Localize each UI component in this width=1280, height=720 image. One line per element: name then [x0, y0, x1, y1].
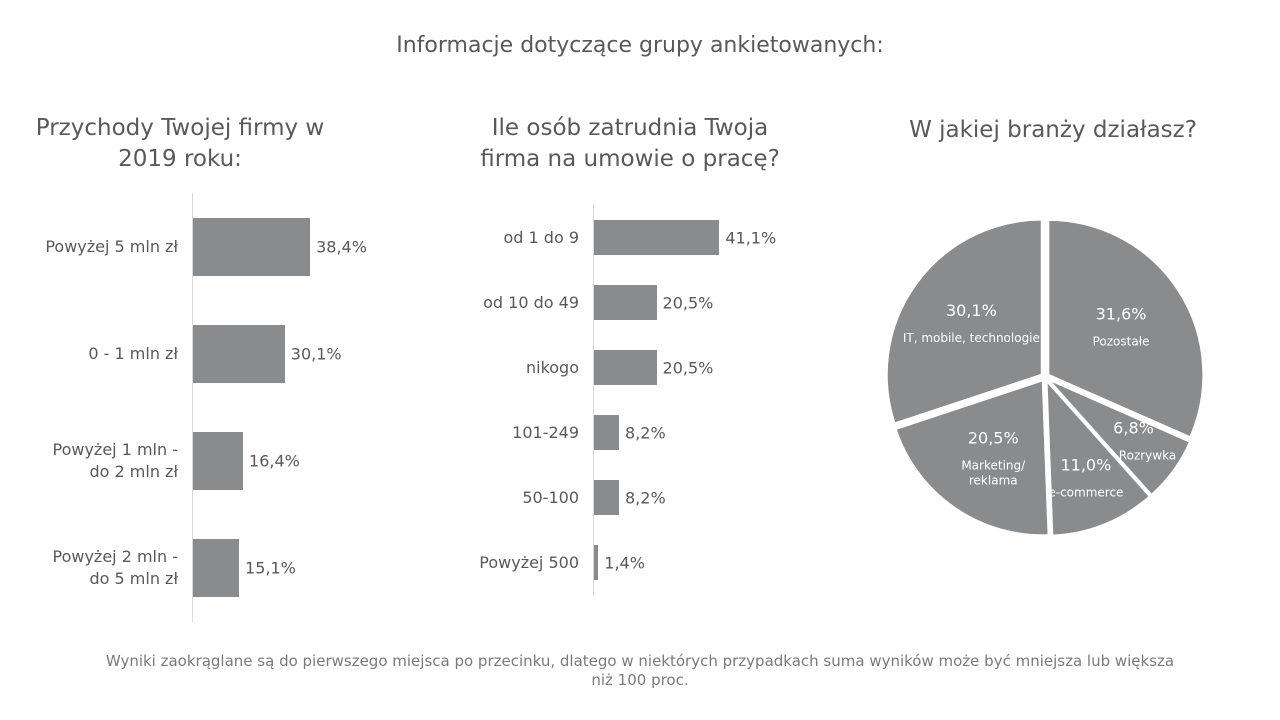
category-label: Powyżej 500: [479, 552, 579, 572]
value-label: 38,4%: [316, 237, 367, 257]
bar: [193, 432, 244, 491]
bar: [594, 349, 657, 386]
category-label: Powyżej 5 mln zł: [45, 236, 178, 256]
value-label: 8,2%: [625, 488, 666, 507]
slice-category-label: e-commerce: [1048, 485, 1123, 499]
axis-line: [192, 193, 193, 622]
bar: [193, 324, 285, 383]
value-label: 16,4%: [249, 451, 300, 471]
pie-slice: [1047, 378, 1192, 497]
slice-category-label: IT, mobile, technologie: [903, 331, 1040, 345]
slice-value-label: 11,0%: [1060, 455, 1111, 474]
category-label: Powyżej 1 mln - do 2 mln zł: [52, 440, 179, 482]
bar: [594, 479, 619, 516]
value-label: 1,4%: [604, 553, 645, 572]
category-label: nikogo: [525, 357, 579, 377]
footnote: Wyniki zaokrąglane są do pierwszego miej…: [105, 652, 1175, 689]
category-label: Powyżej 2 mln - do 5 mln zł: [52, 547, 179, 589]
bar: [594, 414, 619, 451]
category-label: 50-100: [522, 487, 579, 507]
slice-category-label: Pozostałe: [1093, 334, 1150, 348]
slice-category-label: Marketing/reklama: [961, 459, 1026, 488]
value-label: 30,1%: [290, 344, 342, 364]
axis-line: [593, 205, 594, 595]
value-label: 20,5%: [662, 293, 714, 312]
pie-slice: [1047, 218, 1205, 439]
slide-title: Informacje dotyczące grupy ankietowanych…: [396, 33, 884, 58]
category-label: 0 - 1 mln zł: [88, 343, 178, 363]
slice-value-label: 31,6%: [1096, 304, 1147, 323]
chart-title: Ile osób zatrudnia Twoja firma na umowie…: [480, 115, 780, 172]
bar: [594, 284, 657, 321]
category-label: 101-249: [512, 422, 579, 442]
chart-title: Przychody Twojej firmy w 2019 roku:: [35, 115, 325, 172]
value-label: 8,2%: [625, 423, 666, 442]
slice-value-label: 6,8%: [1113, 418, 1154, 437]
pie-slice: [885, 218, 1043, 425]
value-label: 15,1%: [245, 558, 296, 578]
value-label: 20,5%: [662, 358, 714, 377]
bar: [594, 219, 720, 256]
pie-slice: [1045, 377, 1152, 537]
slice-category-label: Rozrywka: [1119, 448, 1176, 462]
pie-slice: [894, 378, 1050, 537]
slice-value-label: 20,5%: [968, 429, 1019, 448]
bar: [193, 217, 311, 276]
bar: [594, 544, 599, 581]
value-label: 41,1%: [725, 228, 777, 247]
slice-value-label: 30,1%: [946, 301, 997, 320]
category-label: od 10 do 49: [483, 292, 579, 312]
category-label: od 1 do 9: [503, 227, 579, 247]
bar: [193, 539, 240, 598]
chart-title: W jakiej branży działasz?: [909, 117, 1197, 143]
